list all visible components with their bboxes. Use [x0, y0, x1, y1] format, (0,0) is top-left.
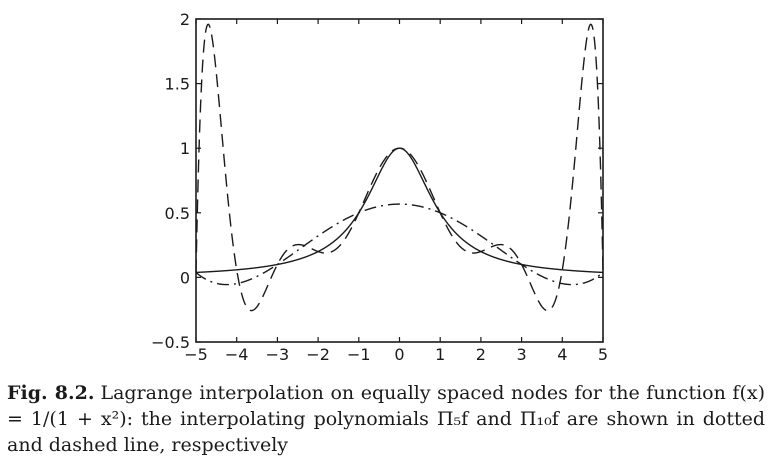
x-tick-label: 4: [557, 345, 567, 364]
line-chart: −5 −4 −3 −2 −1 0 1 2 3 4 5 −0.5 0 0.5 1 1.5 2: [151, 10, 608, 364]
x-tick-label: −5: [184, 345, 208, 364]
x-tick-label: −4: [225, 345, 249, 364]
caption-label: Fig. 8.2.: [7, 382, 95, 404]
y-tick-label: 1: [180, 139, 190, 158]
y-tick-label: 1.5: [165, 75, 190, 94]
x-tick-label: 3: [517, 345, 527, 364]
y-tick-label: 0: [180, 268, 190, 287]
series-line-dashdot: [195, 203, 604, 286]
x-tick-label: −3: [266, 345, 290, 364]
caption-text: Lagrange interpolation on equally spaced…: [7, 382, 765, 456]
series-line-dashed: [195, 23, 604, 312]
x-tick-label: 1: [435, 345, 445, 364]
y-tick-label: −0.5: [151, 333, 190, 352]
y-tick-label: 0.5: [165, 204, 190, 223]
series-layer: [195, 23, 604, 312]
x-tick-label: 5: [598, 345, 608, 364]
x-tick-label: 2: [476, 345, 486, 364]
y-tick-label: 2: [180, 10, 190, 29]
plot-frame: [195, 18, 604, 343]
x-tick-label: −1: [347, 345, 371, 364]
figure-caption: Fig. 8.2. Lagrange interpolation on equal…: [7, 380, 765, 458]
axes-layer: −5 −4 −3 −2 −1 0 1 2 3 4 5 −0.5 0 0.5 1 1.5 2: [151, 10, 608, 364]
series-line-solid: [195, 147, 604, 274]
x-tick-label: 0: [394, 345, 404, 364]
x-tick-label: −2: [306, 345, 330, 364]
